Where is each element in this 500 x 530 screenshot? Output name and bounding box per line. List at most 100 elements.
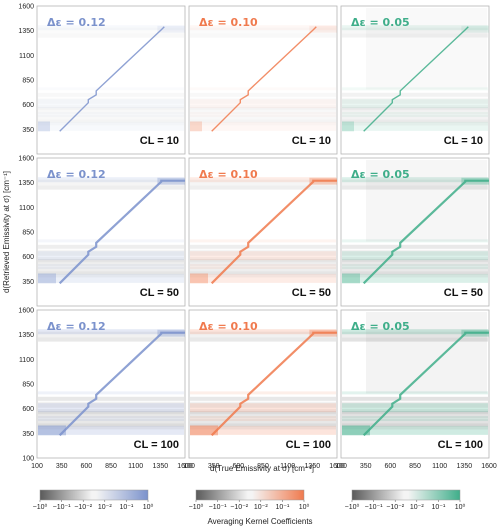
noise-band [190,87,336,90]
x-tick-label: 850 [409,463,421,470]
y-tick-label: 350 [22,431,34,438]
noise-band [190,266,336,275]
noise-band [342,244,488,249]
y-tick-label: 350 [22,127,34,134]
noise-band [190,249,336,256]
noise-band [190,273,336,283]
noise-band [190,271,336,278]
x-tick-label: 350 [360,463,372,470]
colorbar-tick-label: 10⁻² [410,504,424,511]
noise-band [342,259,488,267]
noise-band [190,264,336,270]
diagonal-block [38,121,50,132]
colorbar-tick-label: 10⁻² [254,504,268,511]
noise-band [38,403,184,413]
noise-band [342,179,488,186]
noise-band [38,185,184,190]
noise-band [38,179,184,186]
colorbar-gradient [195,489,305,501]
noise-band [342,273,488,283]
noise-band [342,121,488,131]
delta-epsilon-label: Δε = 0.12 [47,320,106,333]
colorbar-tick-label: −10⁰ [345,503,360,511]
panel-r2-c3: Δε = 0.05 CL = 50 [340,157,490,307]
noise-band [38,107,184,115]
noise-band [342,114,488,123]
noise-band [342,87,488,91]
cl-label: CL = 100 [438,439,483,451]
high-wavenumber-band [157,25,185,33]
high-wavenumber-band [461,25,489,33]
noise-band [38,391,184,395]
y-tick-label: 1100 [19,53,34,60]
x-tick-label: 850 [257,463,269,470]
noise-band [38,273,184,283]
noise-band [38,87,184,90]
x-tick-label: 600 [232,463,244,470]
noise-region [366,8,487,90]
noise-band [38,337,184,342]
diagonal-block [342,121,354,132]
panel-r3-c2: Δε = 0.10 CL = 100 [188,309,338,459]
noise-band [342,396,488,401]
colorbar-tick-label: −10⁰ [33,503,48,511]
noise-band [38,416,184,422]
noise-band [342,97,488,104]
colorbar-tick-label: 10⁰ [455,503,466,511]
x-tick-label: 1100 [280,463,295,470]
cl-label: CL = 10 [292,135,331,147]
noise-band [190,107,336,115]
noise-band [190,411,336,419]
colorbar-tick-label: 10⁻² [98,504,112,511]
diagonal-block [190,425,218,436]
noise-band [38,33,184,38]
noise-band [190,121,336,131]
noise-band [38,121,184,131]
noise-band [342,239,488,243]
panel-r2-c1: Δε = 0.12 CL = 50 [36,157,186,307]
x-tick-label: 1350 [457,463,473,470]
noise-band [38,411,184,419]
y-tick-label: 1100 [19,205,34,212]
y-tick-label: 1600 [18,156,34,163]
noise-band [38,264,184,270]
colorbars: −10⁰ −10⁻¹ −10⁻² 10⁻² 10⁻¹ 10⁰ −10⁰ −10⁻¹ −10⁻² 1… [33,489,466,511]
cl-label: CL = 10 [444,135,483,147]
panel-r2-c2: Δε = 0.10 CL = 50 [188,157,338,307]
colorbar-label: Averaging Kernel Coefficients [207,517,312,526]
noise-band [38,92,184,97]
high-wavenumber-band [157,177,185,185]
noise-band [190,425,336,435]
noise-band [38,409,184,415]
noise-band [38,25,184,31]
colorbar-tick-label: 10⁰ [299,503,310,511]
noise-band [190,257,336,263]
x-tick-label: 1350 [153,463,169,470]
kernel-diagonal [58,179,185,285]
diagonal-block [190,273,208,284]
y-tick-label: 100 [22,456,34,463]
noise-band [38,418,184,427]
noise-band [342,99,488,109]
noise-band [190,329,336,335]
x-tick-label: 1100 [432,463,447,470]
delta-epsilon-label: Δε = 0.05 [351,16,410,29]
panel-r1-c2: Δε = 0.10 CL = 10 [188,5,338,155]
high-wavenumber-band [309,25,337,33]
noise-band [190,239,336,243]
delta-epsilon-label: Δε = 0.05 [351,168,410,181]
colorbar-tick-label: −10⁻² [386,504,405,511]
noise-band [342,107,488,115]
colorbar-2: −10⁰ −10⁻¹ −10⁻² 10⁻² 10⁻¹ 10⁰ [189,489,310,511]
x-tick-label: 850 [105,463,117,470]
x-tick-label: 600 [80,463,92,470]
y-tick-label: 1100 [19,357,34,364]
noise-band [190,99,336,109]
noise-band [38,99,184,109]
high-wavenumber-band [309,177,337,185]
noise-band [190,114,336,123]
noise-band [190,33,336,38]
colorbar-tick-label: −10⁻² [230,504,249,511]
